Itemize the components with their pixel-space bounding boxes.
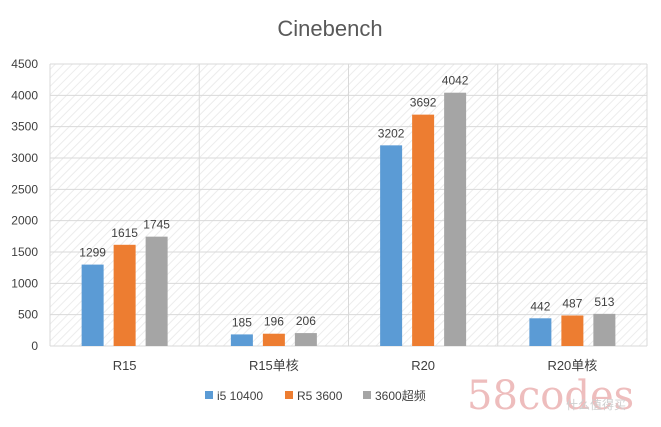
data-label: 513 [594,295,614,309]
bar [113,244,136,346]
bar [444,92,467,347]
data-label: 442 [530,299,550,313]
x-category-label: R20单核 [547,358,597,373]
y-tick-label: 3500 [11,120,38,134]
bar [81,264,104,346]
legend-label: 3600超频 [375,388,426,403]
bar [412,114,435,346]
data-label: 1299 [79,246,106,260]
bar [294,333,317,346]
bar [529,318,552,346]
y-tick-label: 4000 [11,88,38,102]
data-label: 196 [264,315,284,329]
y-tick-label: 4500 [11,57,38,71]
data-label: 3692 [410,96,437,110]
data-label: 1615 [111,226,138,240]
legend: i5 10400 R5 3600 3600超频 [205,388,426,403]
y-tick-label: 3000 [11,151,38,165]
bar [380,145,403,346]
y-tick-label: 2500 [11,182,38,196]
bar [561,315,584,346]
data-label: 4042 [442,74,469,88]
legend-swatch [205,391,213,399]
y-tick-label: 500 [18,308,38,322]
y-tick-label: 1500 [11,245,38,259]
legend-swatch [285,391,293,399]
y-tick-label: 2000 [11,214,38,228]
x-category-label: R20 [411,358,435,373]
data-label: 206 [296,314,316,328]
x-category-label: R15单核 [249,358,299,373]
y-tick-label: 1000 [11,276,38,290]
data-label: 487 [562,296,582,310]
grid-layer: 0 500 1000 1500 2000 2500 3000 3500 4000 4500 [11,57,648,353]
legend-label: i5 10400 [217,389,263,403]
data-label: 3202 [378,126,405,140]
bar [145,236,168,346]
label-layer: 1299 1615 1745 R15 185 196 206 R15单核 3202 3692 404… [79,74,614,373]
legend-label: R5 3600 [297,389,343,403]
watermark-text: 58codes [467,373,634,419]
y-tick-label: 0 [31,339,38,353]
chart-title: Cinebench [277,16,382,41]
watermark: 58codes 什么值得买 [467,373,634,419]
x-category-label: R15 [113,358,137,373]
data-label: 1745 [143,218,170,232]
data-label: 185 [232,315,252,329]
bar [593,313,616,346]
bar [230,334,253,346]
bar [262,333,285,346]
legend-swatch [363,391,371,399]
watermark-sub: 什么值得买 [566,397,626,412]
bar-layer [81,92,616,347]
